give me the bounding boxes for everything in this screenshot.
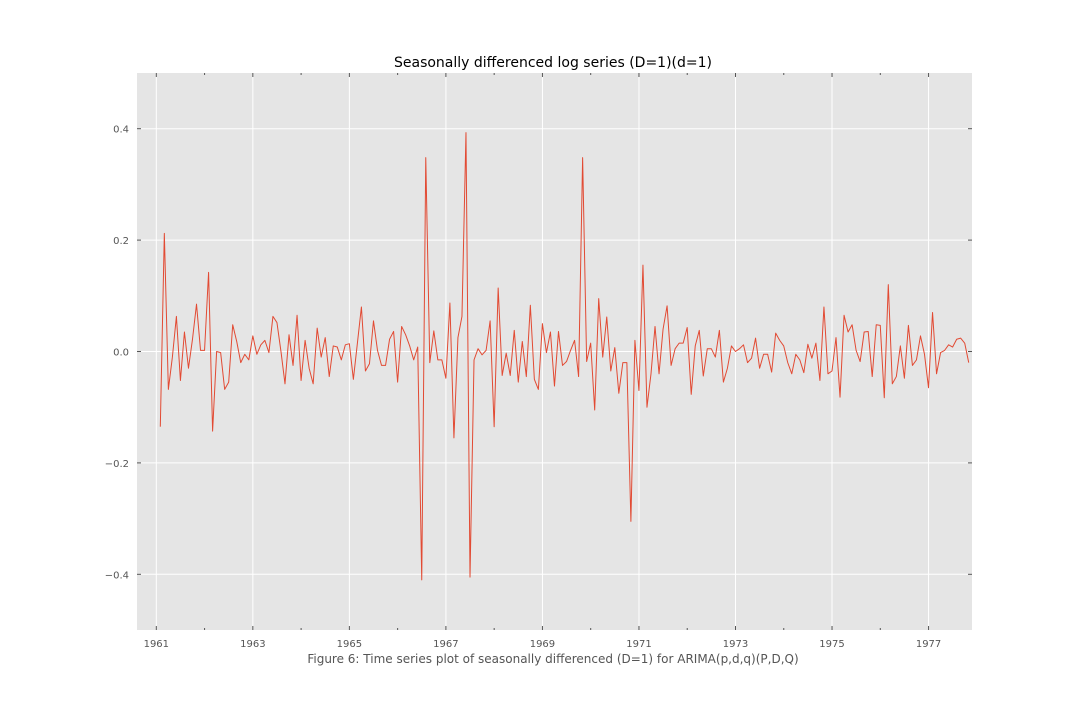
x-tick-label: 1967 — [433, 639, 458, 650]
x-tick-label: 1973 — [723, 639, 748, 650]
x-tick-label: 1969 — [530, 639, 555, 650]
y-tick-label: 0.2 — [113, 236, 129, 247]
x-tick-label: 1977 — [916, 639, 941, 650]
figure-caption: Figure 6: Time series plot of seasonally… — [307, 652, 798, 666]
x-tick-label: 1963 — [240, 639, 265, 650]
y-tick-label: −0.2 — [105, 459, 129, 470]
x-tick-label: 1965 — [337, 639, 362, 650]
y-tick-label: 0.4 — [113, 125, 129, 136]
y-tick-label: −0.4 — [105, 570, 129, 581]
x-tick-label: 1961 — [144, 639, 169, 650]
y-tick-label: 0.0 — [113, 348, 129, 359]
chart-title: Seasonally differenced log series (D=1)(… — [394, 55, 712, 71]
x-tick-label: 1971 — [626, 639, 651, 650]
series-line — [159, 132, 970, 581]
x-tick-label: 1975 — [819, 639, 844, 650]
